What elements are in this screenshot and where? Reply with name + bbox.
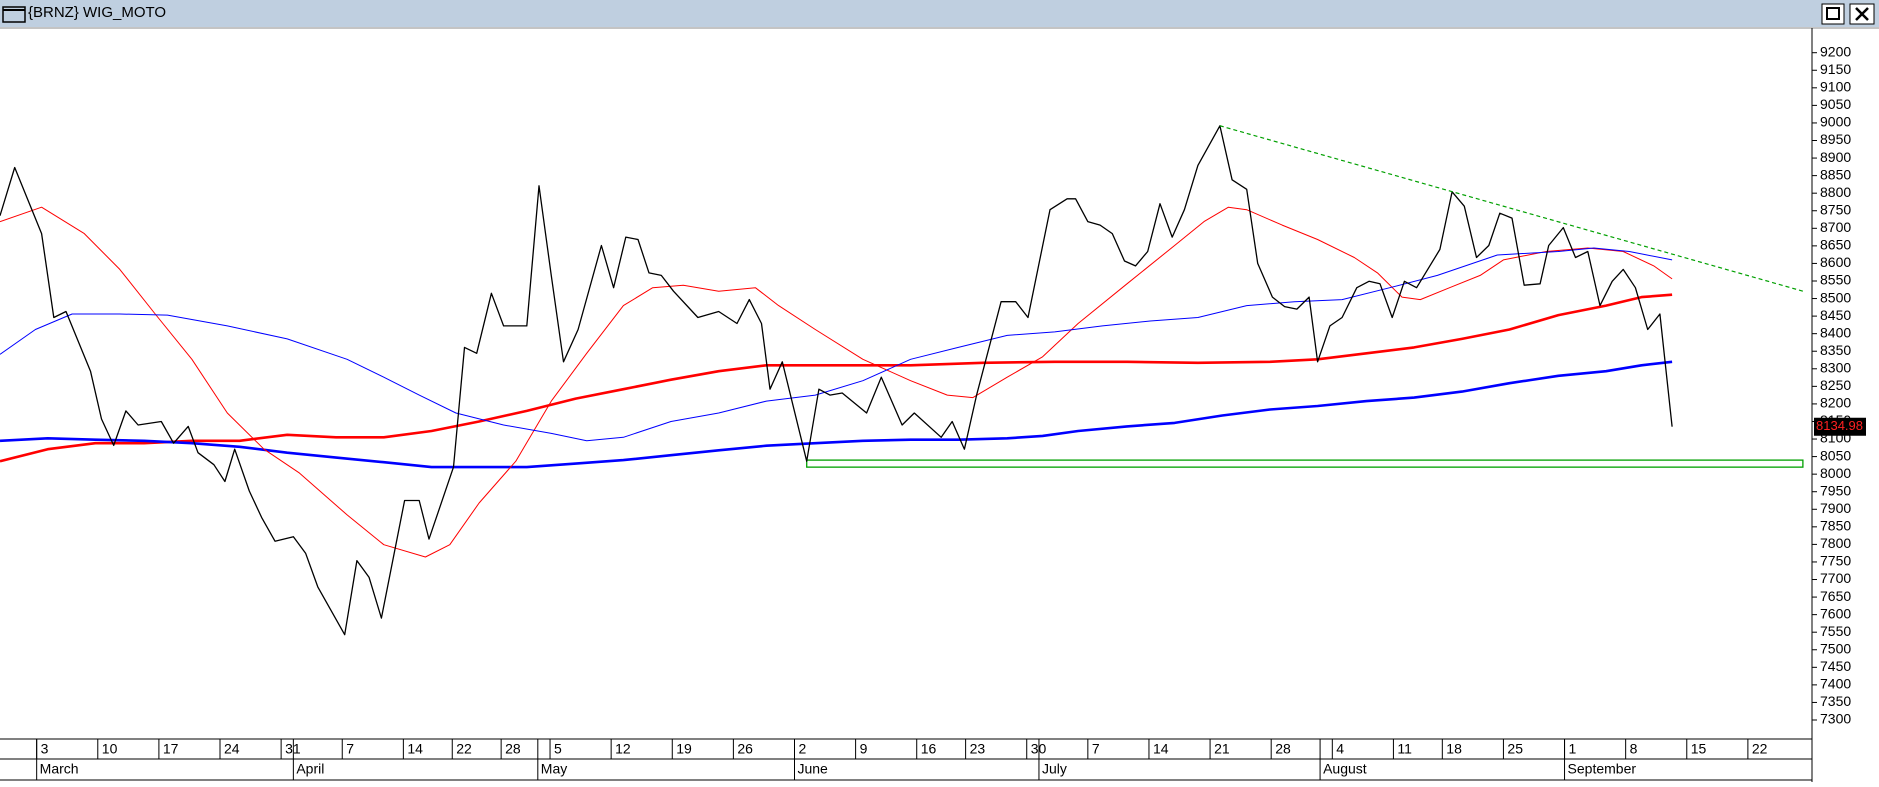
month-label: September: [1568, 761, 1637, 777]
y-tick-label: 8550: [1820, 272, 1851, 288]
x-tick-label: 4: [1336, 741, 1344, 757]
y-tick-label: 9000: [1820, 114, 1851, 130]
y-tick-label: 8350: [1820, 342, 1851, 358]
month-label: July: [1042, 761, 1067, 777]
x-tick-label: 23: [970, 741, 986, 757]
y-tick-label: 7900: [1820, 500, 1851, 516]
x-tick-label: 12: [615, 741, 631, 757]
y-tick-label: 7850: [1820, 518, 1851, 534]
y-tick-label: 7550: [1820, 623, 1851, 639]
y-tick-label: 7400: [1820, 676, 1851, 692]
x-tick-label: 5: [554, 741, 562, 757]
series-line: [0, 360, 1673, 469]
y-tick-label: 8650: [1820, 237, 1851, 253]
support-box: [806, 459, 1804, 468]
y-tick-label: 7700: [1820, 570, 1851, 586]
y-tick-label: 9050: [1820, 96, 1851, 112]
y-tick-label: 8400: [1820, 324, 1851, 340]
y-tick-label: 8050: [1820, 447, 1851, 463]
y-tick-label: 7950: [1820, 482, 1851, 498]
y-tick-label: 8800: [1820, 184, 1851, 200]
y-tick-label: 7650: [1820, 588, 1851, 604]
series-line: [0, 206, 1673, 558]
y-tick-label: 7800: [1820, 535, 1851, 551]
y-tick-label: 8300: [1820, 359, 1851, 375]
x-tick-label: 7: [346, 741, 354, 757]
title-bar: [0, 0, 1879, 27]
month-label: March: [40, 761, 79, 777]
y-tick-label: 9150: [1820, 61, 1851, 77]
x-tick-label: 18: [1446, 741, 1462, 757]
y-tick-label: 9100: [1820, 79, 1851, 95]
month-label: June: [797, 761, 828, 777]
y-tick-label: 9200: [1820, 43, 1851, 59]
x-tick-label: 25: [1507, 741, 1523, 757]
y-tick-label: 8850: [1820, 166, 1851, 182]
y-tick-label: 8500: [1820, 289, 1851, 305]
series-line: [0, 125, 1673, 636]
maximize-icon: [1826, 7, 1840, 20]
trendline: [1219, 125, 1804, 292]
x-tick-label: 10: [102, 741, 118, 757]
y-tick-label: 8950: [1820, 131, 1851, 147]
x-tick-label: 9: [860, 741, 868, 757]
x-tick-label: 16: [921, 741, 937, 757]
y-tick-label: 7350: [1820, 693, 1851, 709]
y-tick-label: 8000: [1820, 465, 1851, 481]
last-value-box: [1814, 417, 1866, 436]
close-icon: [1855, 7, 1869, 21]
last-value-label: 8134.98: [1816, 418, 1863, 433]
x-tick-label: 2: [798, 741, 806, 757]
month-label: August: [1323, 761, 1367, 777]
y-tick-label: 7750: [1820, 553, 1851, 569]
window-title: {BRNZ} WIG_MOTO: [28, 4, 166, 21]
x-tick-label: 19: [676, 741, 692, 757]
x-tick-label: 14: [1153, 741, 1169, 757]
x-tick-label: 28: [1275, 741, 1291, 757]
x-tick-label: 24: [224, 741, 240, 757]
y-tick-label: 8900: [1820, 149, 1851, 165]
y-tick-label: 7500: [1820, 640, 1851, 656]
x-tick-label: 7: [1092, 741, 1100, 757]
x-tick-label: 17: [163, 741, 179, 757]
y-tick-label: 7600: [1820, 605, 1851, 621]
x-tick-label: 3: [41, 741, 49, 757]
y-tick-label: 8600: [1820, 254, 1851, 270]
x-tick-label: 1: [1569, 741, 1577, 757]
window-icon: [2, 6, 26, 23]
y-tick-label: 7450: [1820, 658, 1851, 674]
series-line: [0, 247, 1673, 442]
x-tick-label: 15: [1691, 741, 1707, 757]
y-tick-label: 8700: [1820, 219, 1851, 235]
x-tick-label: 14: [407, 741, 423, 757]
x-tick-label: 22: [456, 741, 472, 757]
month-label: May: [541, 761, 567, 777]
x-tick-label: 22: [1752, 741, 1768, 757]
x-tick-label: 26: [737, 741, 753, 757]
month-label: April: [296, 761, 324, 777]
y-tick-label: 7300: [1820, 711, 1851, 727]
y-tick-label: 8200: [1820, 395, 1851, 411]
x-tick-label: 28: [505, 741, 521, 757]
y-tick-label: 8450: [1820, 307, 1851, 323]
y-tick-label: 8250: [1820, 377, 1851, 393]
x-tick-label: 8: [1630, 741, 1638, 757]
x-tick-label: 11: [1397, 741, 1412, 757]
x-tick-label: 21: [1214, 741, 1230, 757]
y-tick-label: 8750: [1820, 201, 1851, 217]
